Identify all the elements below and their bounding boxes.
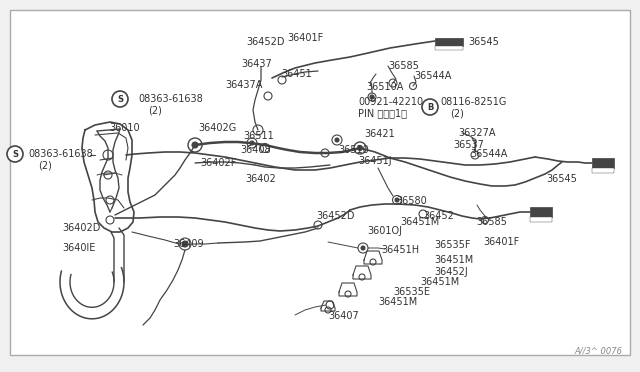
- Bar: [435, 46, 463, 50]
- Text: 36407: 36407: [328, 311, 359, 321]
- Text: 36401F: 36401F: [483, 237, 519, 247]
- Circle shape: [358, 145, 362, 151]
- Bar: [592, 168, 614, 173]
- Text: 36408: 36408: [240, 145, 271, 155]
- Text: S: S: [117, 94, 123, 103]
- Text: 08363-61638: 08363-61638: [138, 94, 203, 104]
- Text: B: B: [427, 103, 433, 112]
- Text: 36537: 36537: [453, 140, 484, 150]
- Bar: [592, 158, 614, 168]
- Bar: [435, 38, 463, 46]
- Text: 36451M: 36451M: [434, 255, 473, 265]
- Text: 36401F: 36401F: [287, 33, 323, 43]
- Text: PIN ピン（1）: PIN ピン（1）: [358, 108, 407, 118]
- Text: 36451M: 36451M: [420, 277, 460, 287]
- Text: 36451J: 36451J: [358, 156, 392, 166]
- Text: 36437A: 36437A: [225, 80, 262, 90]
- Text: 36544A: 36544A: [470, 149, 508, 159]
- Circle shape: [335, 138, 339, 142]
- Circle shape: [370, 95, 374, 99]
- Circle shape: [194, 144, 196, 146]
- Text: 36451: 36451: [281, 69, 312, 79]
- Circle shape: [184, 243, 186, 245]
- Circle shape: [192, 142, 198, 148]
- Text: 36010: 36010: [109, 123, 140, 133]
- Text: (2): (2): [148, 105, 162, 115]
- Text: 36409: 36409: [173, 239, 204, 249]
- Text: 36451H: 36451H: [381, 245, 419, 255]
- Text: 36545: 36545: [468, 37, 499, 47]
- Circle shape: [182, 241, 188, 247]
- Text: 36510A: 36510A: [366, 82, 403, 92]
- Text: 36452D: 36452D: [246, 37, 285, 47]
- Circle shape: [250, 141, 254, 145]
- Text: 36402G: 36402G: [198, 123, 236, 133]
- Text: 36452D: 36452D: [316, 211, 355, 221]
- Text: 36452: 36452: [423, 211, 454, 221]
- Text: 36544A: 36544A: [414, 71, 451, 81]
- Text: 36585: 36585: [388, 61, 419, 71]
- Circle shape: [251, 142, 253, 144]
- Circle shape: [7, 146, 23, 162]
- Text: 36402D: 36402D: [62, 223, 100, 233]
- Text: 36510: 36510: [338, 145, 369, 155]
- Circle shape: [112, 91, 128, 107]
- Circle shape: [359, 147, 361, 149]
- Circle shape: [395, 198, 399, 202]
- Text: 36535F: 36535F: [434, 240, 470, 250]
- Text: 36535E: 36535E: [393, 287, 430, 297]
- Text: 36452J: 36452J: [434, 267, 468, 277]
- Text: 3601OJ: 3601OJ: [367, 226, 402, 236]
- Text: (2): (2): [38, 160, 52, 170]
- Text: 36402: 36402: [245, 174, 276, 184]
- Circle shape: [362, 247, 364, 249]
- Bar: [530, 217, 552, 222]
- Circle shape: [396, 199, 398, 201]
- Text: 00921-42210: 00921-42210: [358, 97, 423, 107]
- Text: 08363-61638: 08363-61638: [28, 149, 93, 159]
- Text: A//3^ 0076: A//3^ 0076: [574, 347, 622, 356]
- Text: 36437: 36437: [241, 59, 272, 69]
- Text: 36402F: 36402F: [200, 158, 236, 168]
- Circle shape: [422, 99, 438, 115]
- Text: 36451M: 36451M: [378, 297, 417, 307]
- Text: 36327A: 36327A: [458, 128, 495, 138]
- Circle shape: [371, 96, 372, 98]
- Circle shape: [336, 139, 338, 141]
- Text: (2): (2): [450, 108, 464, 118]
- Text: 08116-8251G: 08116-8251G: [440, 97, 506, 107]
- Circle shape: [361, 246, 365, 250]
- Text: 36421: 36421: [364, 129, 395, 139]
- Text: 36511: 36511: [243, 131, 274, 141]
- Text: 36545: 36545: [546, 174, 577, 184]
- Text: 36585: 36585: [476, 217, 507, 227]
- Text: S: S: [12, 150, 18, 158]
- Text: 36451M: 36451M: [400, 217, 439, 227]
- Text: 36580: 36580: [396, 196, 427, 206]
- Bar: [530, 207, 552, 217]
- Text: 3640lE: 3640lE: [62, 243, 95, 253]
